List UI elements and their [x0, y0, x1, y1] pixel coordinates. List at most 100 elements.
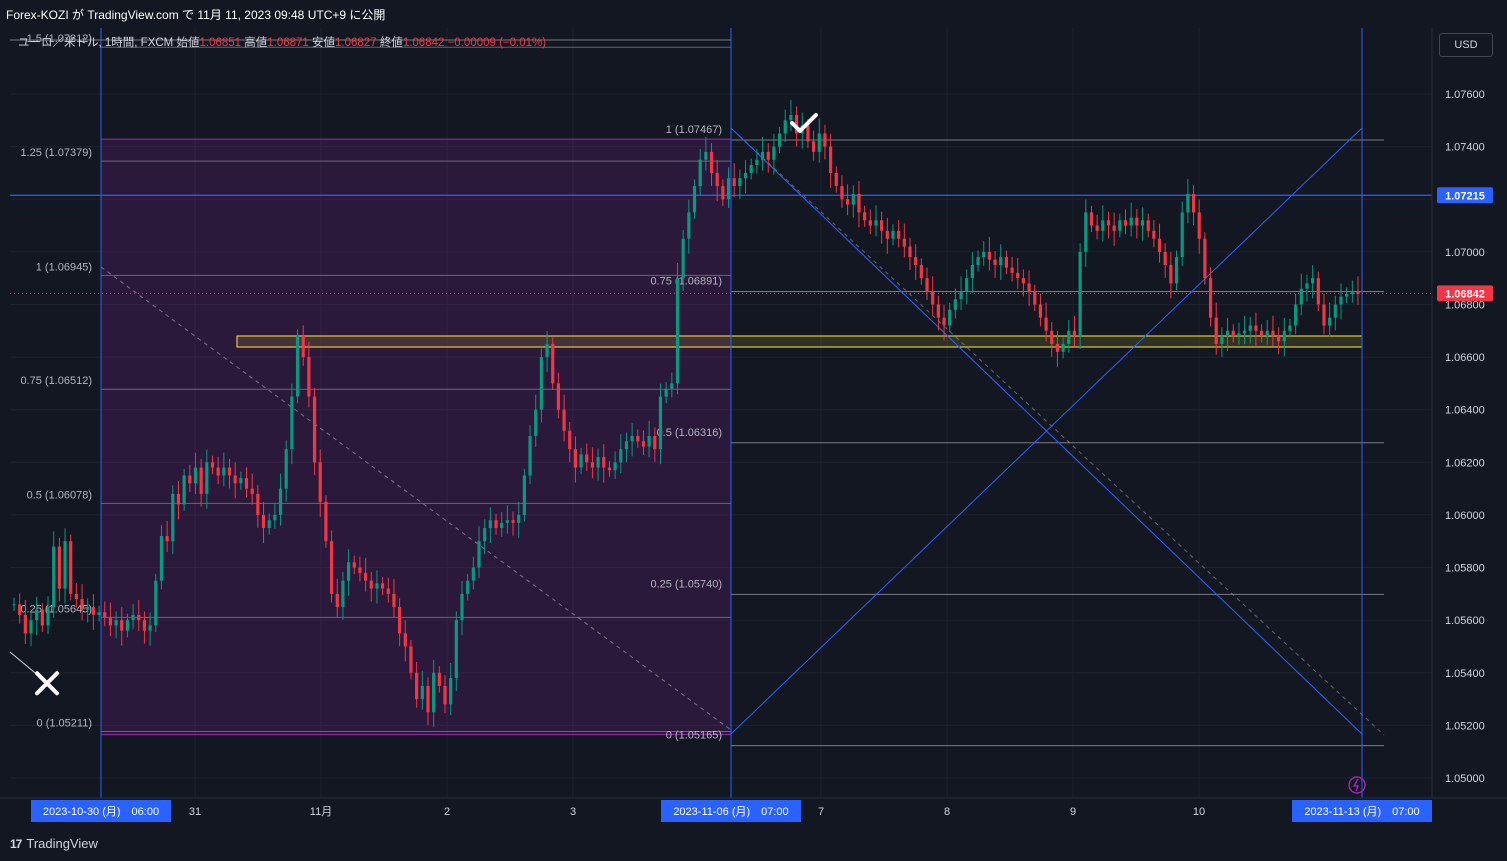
candle-body: [1339, 296, 1343, 305]
candle-body: [811, 141, 816, 152]
candle-body: [1055, 343, 1060, 352]
candle-body: [562, 409, 566, 431]
candle-body: [829, 146, 833, 173]
candle-body: [205, 462, 209, 494]
candle-body: [664, 388, 668, 397]
legend-low-label: 安値: [312, 37, 336, 49]
candle-body: [653, 436, 657, 450]
candle-body: [942, 317, 946, 326]
candle-body: [29, 620, 33, 634]
candle-body: [1356, 291, 1360, 294]
candle-body: [381, 583, 385, 589]
candle-body: [551, 343, 555, 384]
candle-body: [1004, 257, 1009, 268]
candle-body: [125, 620, 130, 631]
candle-body: [358, 567, 362, 573]
candle-body: [1299, 288, 1303, 305]
candle-body: [114, 620, 118, 626]
candle-body: [1106, 220, 1111, 226]
price-tick-label: 1.06400: [1445, 405, 1485, 417]
candle-body: [868, 220, 872, 226]
candle-body: [420, 685, 424, 700]
candle-body: [1248, 325, 1252, 331]
candle-body: [239, 478, 243, 484]
candle-body: [1203, 238, 1207, 279]
publish-header: Forex-KOZI が TradingView.com で 11月 11, 2…: [6, 8, 386, 22]
price-tick-label: 1.06800: [1445, 299, 1485, 311]
candle-body: [432, 672, 436, 713]
lightning-icon: [1348, 776, 1366, 794]
candle-body: [449, 678, 453, 705]
candle-body: [477, 541, 481, 568]
candle-body: [965, 278, 969, 292]
candle-body: [324, 501, 328, 542]
candle-body: [182, 475, 186, 505]
candle-body: [556, 383, 561, 410]
candle-body: [505, 520, 509, 523]
candle-body: [721, 186, 725, 200]
candle-body: [1328, 317, 1332, 326]
candle-body: [392, 593, 396, 607]
candle-body: [658, 396, 663, 450]
candle-body: [312, 396, 317, 463]
candle-body: [227, 467, 232, 476]
candle-body: [176, 493, 181, 505]
candle-body: [1311, 278, 1315, 284]
price-axis[interactable]: 1.076001.074001.072001.070001.068001.066…: [1431, 28, 1507, 826]
candle-body: [1214, 317, 1218, 344]
candle-body: [602, 457, 606, 468]
candle-body: [1350, 291, 1354, 294]
candle-body: [993, 259, 997, 265]
tradingview-logo[interactable]: 17 TradingView: [10, 836, 98, 851]
candle-body: [267, 520, 271, 529]
time-tick-label: 2: [444, 806, 450, 818]
candle-body: [23, 614, 27, 634]
fib2-level-label: 1 (1.07467): [666, 124, 722, 136]
candle-body: [738, 178, 742, 187]
candle-body: [1089, 212, 1094, 226]
price-axis-bg: [1432, 28, 1507, 798]
candle-body: [1333, 304, 1337, 318]
candle-body: [573, 449, 578, 468]
candle-body: [415, 672, 419, 700]
candle-body: [426, 685, 430, 713]
candle-body: [517, 514, 521, 523]
check-marker-icon: [790, 112, 818, 133]
legend-low: 1.06827: [335, 37, 377, 49]
candle-body: [891, 230, 895, 239]
price-badge-label: 1.07215: [1445, 190, 1485, 202]
candle-body: [931, 291, 935, 305]
time-tick-label: 7: [818, 806, 824, 818]
candle-body: [987, 251, 991, 260]
candle-body: [766, 151, 770, 160]
candle-body: [188, 475, 192, 484]
candle-body: [539, 357, 543, 410]
support-box: [236, 335, 1363, 348]
currency-button[interactable]: USD: [1439, 33, 1493, 57]
candle-body: [1033, 291, 1037, 305]
candle-body: [91, 607, 95, 615]
fib-level-label: 0 (1.05211): [37, 717, 92, 729]
candle-body: [131, 614, 135, 621]
candle-body: [346, 562, 351, 581]
candle-body: [806, 125, 810, 142]
price-tick-label: 1.05800: [1445, 563, 1485, 575]
candle-body: [1152, 230, 1156, 239]
candle-body: [789, 115, 793, 121]
candle-body: [534, 409, 538, 436]
candle-body: [500, 522, 504, 529]
time-axis[interactable]: 31 11月 2 3 7 8 9 10 2023-10-30 (月) 06:00 2023-11-…: [0, 797, 1507, 826]
candle-body: [817, 133, 821, 152]
candle-body: [1129, 217, 1133, 226]
candle-body: [670, 383, 674, 389]
candle-body: [1191, 193, 1196, 213]
candle-body: [154, 580, 158, 626]
candle-body: [443, 685, 447, 705]
candle-body: [528, 436, 532, 476]
time-highlight-badge: [661, 800, 801, 822]
candle-body: [171, 493, 175, 542]
candle-body: [590, 462, 595, 468]
candle-body: [851, 193, 855, 205]
